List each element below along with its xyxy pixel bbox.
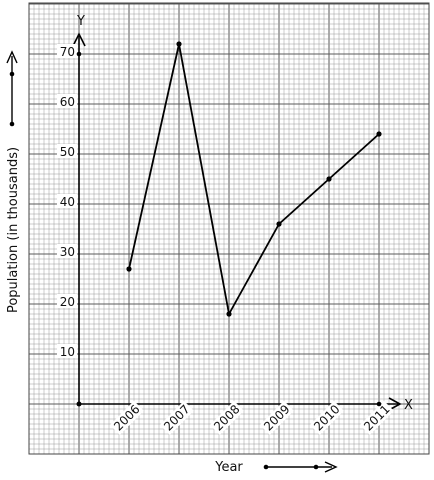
data-point-2008 xyxy=(226,311,232,317)
series-line xyxy=(128,43,380,315)
origin-point xyxy=(76,401,82,407)
y-tick-label-bg xyxy=(57,94,77,108)
x-axis-letter: X xyxy=(404,398,413,413)
x-tick-label-bg xyxy=(359,400,394,435)
data-point-2010 xyxy=(326,176,332,182)
y-tick-label: 10 xyxy=(60,345,75,359)
grid-border xyxy=(28,2,430,455)
y-tick-label: 60 xyxy=(60,95,75,109)
data-point-2009 xyxy=(276,221,282,227)
y-arrow-dot-2 xyxy=(9,71,15,77)
y-arrow-head xyxy=(6,50,18,64)
x-tick-label-bg xyxy=(209,400,244,435)
x-tick-labels: 2006 2007 2008 2009 2010 2011 xyxy=(109,400,394,435)
y-tick-label: 40 xyxy=(60,195,75,209)
y-tick-label-bg xyxy=(57,294,77,308)
y-tick-label-bg xyxy=(57,144,77,158)
data-point-2011 xyxy=(376,131,382,137)
series xyxy=(126,41,382,317)
y-tick-label-bg xyxy=(57,344,77,358)
grid xyxy=(28,2,430,455)
x-arrow-head xyxy=(324,461,338,473)
y-arrow-dot-1 xyxy=(9,121,15,127)
y-axis-label-group: Population (in thousands) xyxy=(6,50,21,313)
y-axis-arrowhead xyxy=(72,32,86,47)
y-tick-label: 50 xyxy=(60,145,75,159)
x-tick-label-bg xyxy=(259,400,294,435)
x-arrow-dot-1 xyxy=(263,464,269,470)
y-tick-label: 30 xyxy=(60,245,75,259)
y-tick-label: 20 xyxy=(60,295,75,309)
x-axis-arrowhead xyxy=(388,397,402,411)
y-tick-label-bg xyxy=(57,44,77,58)
y-axis-top-point xyxy=(76,51,82,57)
x-tick-label-bg xyxy=(309,400,344,435)
y-tick-labels: 10 20 30 40 50 60 70 xyxy=(57,44,82,359)
x-axis-label-group: Year xyxy=(214,460,338,475)
x-tick-label-bg xyxy=(109,400,144,435)
x-axis-end-point xyxy=(376,401,382,407)
y-tick-label-bg xyxy=(57,244,77,258)
y-axis-label: Population (in thousands) xyxy=(6,147,21,313)
x-arrow-dot-2 xyxy=(313,464,319,470)
y-axis-letter: Y xyxy=(76,14,85,29)
data-point-2007 xyxy=(176,41,182,47)
x-tick-label-bg xyxy=(159,400,194,435)
data-point-2006 xyxy=(126,266,132,272)
y-tick-label: 70 xyxy=(60,45,75,59)
x-axis-label: Year xyxy=(214,460,243,475)
y-tick-label-bg xyxy=(57,194,77,208)
